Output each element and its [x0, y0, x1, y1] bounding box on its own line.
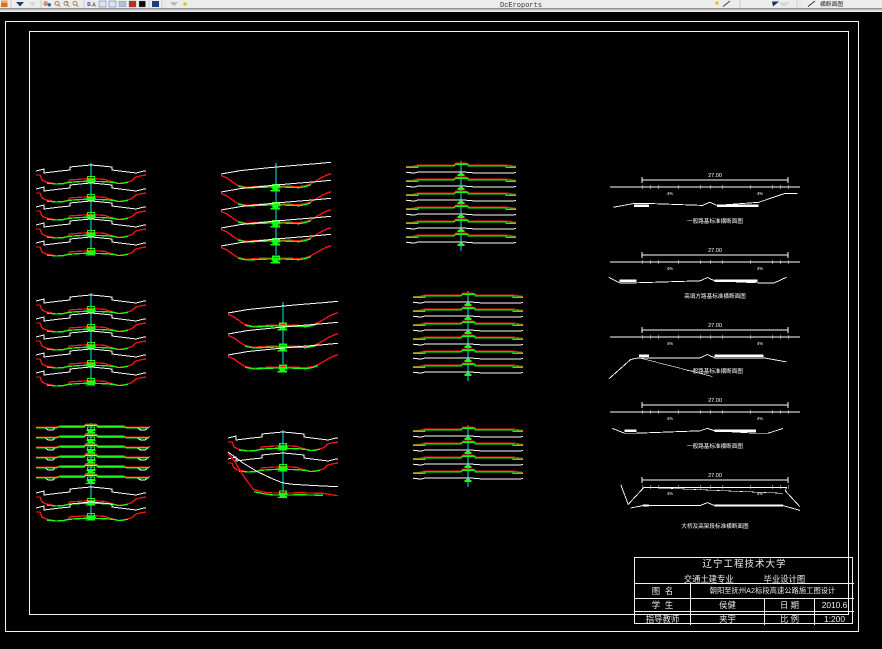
svg-text:27.00: 27.00 — [708, 473, 722, 479]
svg-text:4%: 4% — [667, 341, 673, 346]
svg-text:27.00: 27.00 — [708, 398, 722, 404]
svg-text:横断面图: 横断面图 — [820, 0, 843, 8]
svg-text:4%: 4% — [667, 416, 673, 421]
svg-text:27.00: 27.00 — [708, 323, 722, 329]
svg-text:一般路基标准横断面图: 一般路基标准横断面图 — [687, 442, 743, 450]
svg-text:一般路基标准横断面图: 一般路基标准横断面图 — [687, 367, 743, 375]
svg-text:大桥及高架段标准横断面图: 大桥及高架段标准横断面图 — [681, 522, 749, 530]
svg-text:27.00: 27.00 — [708, 173, 722, 179]
svg-text:4%: 4% — [667, 266, 673, 271]
svg-text:4%: 4% — [757, 491, 763, 496]
svg-text:4%: 4% — [667, 191, 673, 196]
svg-text:高填方路基标准横断面图: 高填方路基标准横断面图 — [684, 292, 746, 300]
svg-text:4%: 4% — [757, 416, 763, 421]
svg-text:一般路基标准横断面图: 一般路基标准横断面图 — [687, 217, 743, 225]
svg-text:4%: 4% — [667, 491, 673, 496]
svg-text:4%: 4% — [757, 266, 763, 271]
svg-text:4%: 4% — [757, 341, 763, 346]
svg-text:4%: 4% — [757, 191, 763, 196]
svg-text:27.00: 27.00 — [708, 248, 722, 254]
